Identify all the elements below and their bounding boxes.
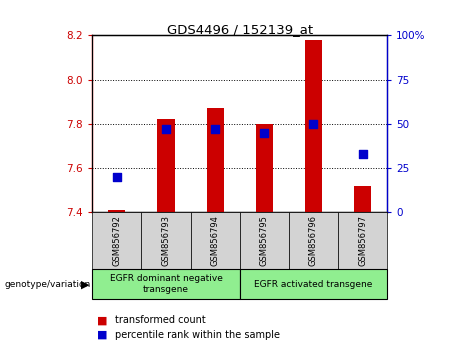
Point	[260, 130, 268, 136]
Bar	[157, 120, 175, 212]
Bar	[207, 108, 224, 212]
Bar	[240, 212, 289, 269]
Bar	[108, 210, 125, 212]
Bar	[142, 212, 190, 269]
Text: GSM856797: GSM856797	[358, 215, 367, 266]
Bar	[338, 212, 387, 269]
Text: GSM856794: GSM856794	[211, 215, 219, 266]
Bar	[190, 212, 240, 269]
Bar	[305, 40, 322, 212]
Text: EGFR dominant negative
transgene: EGFR dominant negative transgene	[110, 274, 222, 294]
Point	[162, 126, 170, 132]
Bar	[240, 269, 387, 299]
Bar	[92, 212, 142, 269]
Point	[359, 151, 366, 157]
Text: GSM856796: GSM856796	[309, 215, 318, 266]
Text: EGFR activated transgene: EGFR activated transgene	[254, 280, 372, 289]
Bar	[92, 269, 240, 299]
Text: GSM856793: GSM856793	[161, 215, 171, 266]
Text: GSM856792: GSM856792	[112, 215, 121, 266]
Text: percentile rank within the sample: percentile rank within the sample	[115, 330, 280, 339]
Text: ■: ■	[97, 330, 107, 339]
Text: GDS4496 / 152139_at: GDS4496 / 152139_at	[167, 23, 313, 36]
Text: transformed count: transformed count	[115, 315, 206, 325]
Point	[310, 121, 317, 127]
Point	[113, 174, 120, 180]
Text: ▶: ▶	[81, 279, 89, 289]
Bar	[289, 212, 338, 269]
Bar	[256, 124, 273, 212]
Text: GSM856795: GSM856795	[260, 215, 269, 266]
Text: ■: ■	[97, 315, 107, 325]
Text: genotype/variation: genotype/variation	[5, 280, 91, 289]
Point	[212, 126, 219, 132]
Bar	[354, 186, 371, 212]
